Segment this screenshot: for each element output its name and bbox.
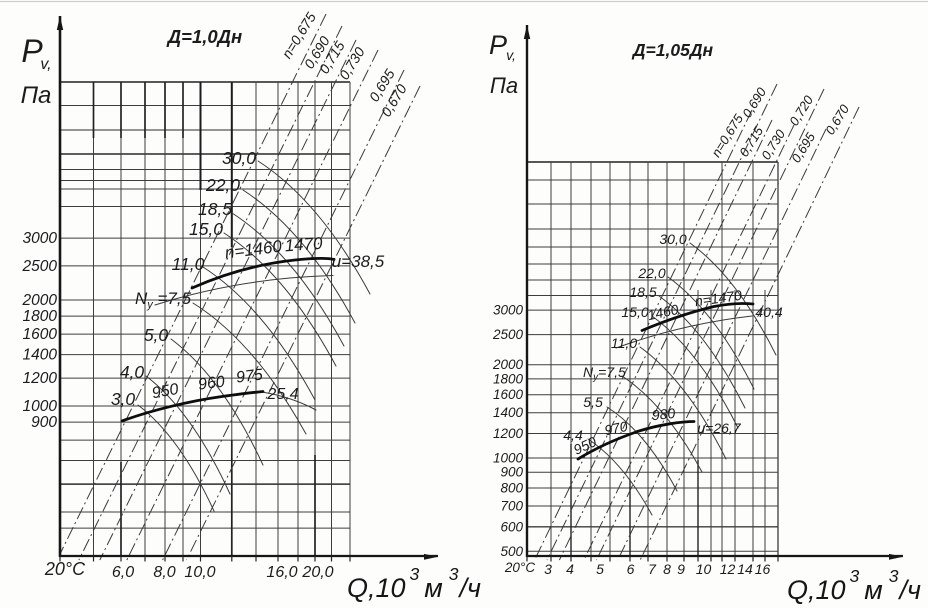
svg-text:2500: 2500 [22,258,58,275]
svg-text:1000: 1000 [23,398,58,415]
svg-text:4,0: 4,0 [120,362,145,382]
svg-text:v,: v, [40,56,51,73]
svg-text:5,0: 5,0 [144,325,169,345]
svg-text:22,0: 22,0 [205,175,240,195]
svg-text:25,4: 25,4 [266,386,298,403]
svg-text:1600: 1600 [23,326,58,343]
svg-text:14: 14 [737,561,753,577]
svg-text:6: 6 [627,561,635,577]
svg-text:40,4: 40,4 [755,304,782,320]
svg-text:975: 975 [235,366,264,386]
svg-text:15,0: 15,0 [621,304,648,320]
svg-text:Д=1,05Дн: Д=1,05Дн [631,40,714,60]
svg-text:30,0: 30,0 [659,231,686,247]
svg-text:950: 950 [151,381,180,402]
svg-text:4,4: 4,4 [563,427,583,443]
svg-text:800: 800 [500,481,523,496]
svg-text:n=1470: n=1470 [694,287,743,309]
svg-text:3000: 3000 [493,303,524,318]
svg-text:Д=1,0Дн: Д=1,0Дн [166,26,242,47]
svg-text:u=38,5: u=38,5 [332,252,385,271]
svg-text:10: 10 [696,561,712,577]
svg-text:20°C: 20°C [504,560,535,575]
svg-text:15,0: 15,0 [189,219,223,239]
svg-text:18,5: 18,5 [629,284,656,300]
svg-text:Па: Па [21,82,52,109]
svg-text:22,0: 22,0 [637,265,665,281]
svg-text:5: 5 [596,561,604,577]
svg-text:10,0: 10,0 [184,564,215,581]
svg-text:6,0: 6,0 [112,564,134,581]
svg-text:1800: 1800 [23,308,58,325]
svg-text:20,0: 20,0 [301,564,333,581]
svg-text:3000: 3000 [23,230,58,247]
svg-text:1470: 1470 [284,234,324,256]
svg-text:16: 16 [755,561,771,577]
svg-text:20°C: 20°C [44,559,86,579]
svg-text:1400: 1400 [23,347,58,364]
svg-text:u=26,7: u=26,7 [697,420,741,436]
svg-text:970: 970 [603,418,629,439]
svg-text:Па: Па [490,73,518,98]
svg-text:12: 12 [720,561,736,577]
svg-text:Ny=7,5: Ny=7,5 [583,364,626,383]
svg-text:Ny =7,5: Ny =7,5 [135,289,192,311]
svg-text:30,0: 30,0 [222,148,256,168]
svg-text:P: P [489,30,507,60]
svg-text:1800: 1800 [493,371,524,386]
svg-text:8: 8 [663,561,671,577]
svg-text:v,: v, [506,47,516,63]
svg-text:8,0: 8,0 [153,564,175,581]
svg-text:4: 4 [566,561,574,577]
svg-text:11,0: 11,0 [611,335,637,351]
svg-text:3,0: 3,0 [111,389,136,409]
svg-text:1000: 1000 [493,451,524,466]
svg-text:1600: 1600 [493,387,524,402]
svg-text:1400: 1400 [493,405,524,420]
svg-text:18,5: 18,5 [198,199,232,219]
svg-text:7: 7 [648,561,657,577]
svg-text:500: 500 [500,544,523,559]
svg-text:1200: 1200 [493,426,524,441]
svg-text:11,0: 11,0 [172,254,205,274]
svg-text:980: 980 [651,405,676,423]
svg-text:2000: 2000 [492,357,524,372]
svg-text:3: 3 [544,561,552,577]
svg-text:900: 900 [500,465,523,480]
svg-text:2000: 2000 [22,292,58,309]
svg-text:1460: 1460 [646,301,680,323]
svg-text:900: 900 [31,414,57,431]
svg-text:960: 960 [197,373,226,393]
svg-text:9: 9 [677,561,685,577]
svg-text:600: 600 [500,519,523,534]
svg-text:1200: 1200 [23,370,58,387]
svg-text:16,0: 16,0 [266,564,297,581]
svg-text:700: 700 [500,499,523,514]
svg-text:5,5: 5,5 [583,394,603,410]
svg-text:2500: 2500 [492,327,524,342]
svg-text:P: P [21,33,43,69]
